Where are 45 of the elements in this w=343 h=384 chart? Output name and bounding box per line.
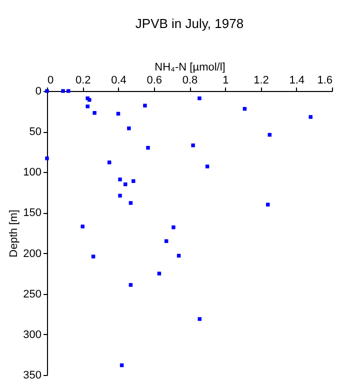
- point: [146, 146, 150, 150]
- point: [157, 272, 162, 276]
- point: [107, 160, 112, 164]
- x-tick-label: 1: [222, 74, 229, 86]
- y-tick-label: 250: [23, 288, 42, 300]
- point: [191, 143, 195, 148]
- x-tick-label: 1.2: [254, 74, 269, 86]
- y-tick-label: 150: [23, 207, 42, 220]
- point: [61, 89, 65, 93]
- chart-title: JPVB in July, 1978: [135, 16, 244, 31]
- point: [92, 111, 96, 115]
- point: [80, 224, 84, 228]
- point: [266, 202, 270, 206]
- y-tick-label: 300: [23, 328, 42, 341]
- point: [172, 225, 176, 230]
- point: [118, 194, 122, 198]
- y-tick-label: 100: [23, 166, 42, 179]
- point: [132, 179, 136, 183]
- y-tick-label: 200: [23, 248, 42, 260]
- point: [164, 239, 168, 243]
- point: [128, 283, 133, 287]
- y-tick-label: 0: [35, 86, 42, 98]
- x-tick-label: 0.4: [111, 74, 126, 86]
- x-tick-label: 0.6: [146, 74, 162, 86]
- point: [308, 115, 312, 119]
- y-tick-label: 350: [23, 370, 42, 382]
- x-tick-label: 0.8: [182, 74, 198, 86]
- y-tick-label: 50: [29, 126, 42, 138]
- x-axis-title: NH₄-N [µmol/l]: [154, 62, 226, 74]
- point: [198, 96, 202, 100]
- x-tick-label: 0.2: [75, 74, 91, 86]
- point: [205, 164, 210, 168]
- point: [86, 104, 90, 108]
- point: [118, 178, 122, 182]
- x-tick-label: 1.4: [289, 74, 305, 86]
- point: [91, 254, 96, 258]
- point: [127, 126, 131, 130]
- point: [143, 104, 147, 108]
- point: [128, 201, 133, 205]
- y-axis-title: Depth [m]: [8, 210, 20, 258]
- x-tick-label: 1.6: [317, 74, 332, 86]
- x-tick-label: 0: [48, 74, 54, 86]
- point: [66, 89, 70, 93]
- point: [45, 156, 49, 160]
- point: [198, 317, 202, 321]
